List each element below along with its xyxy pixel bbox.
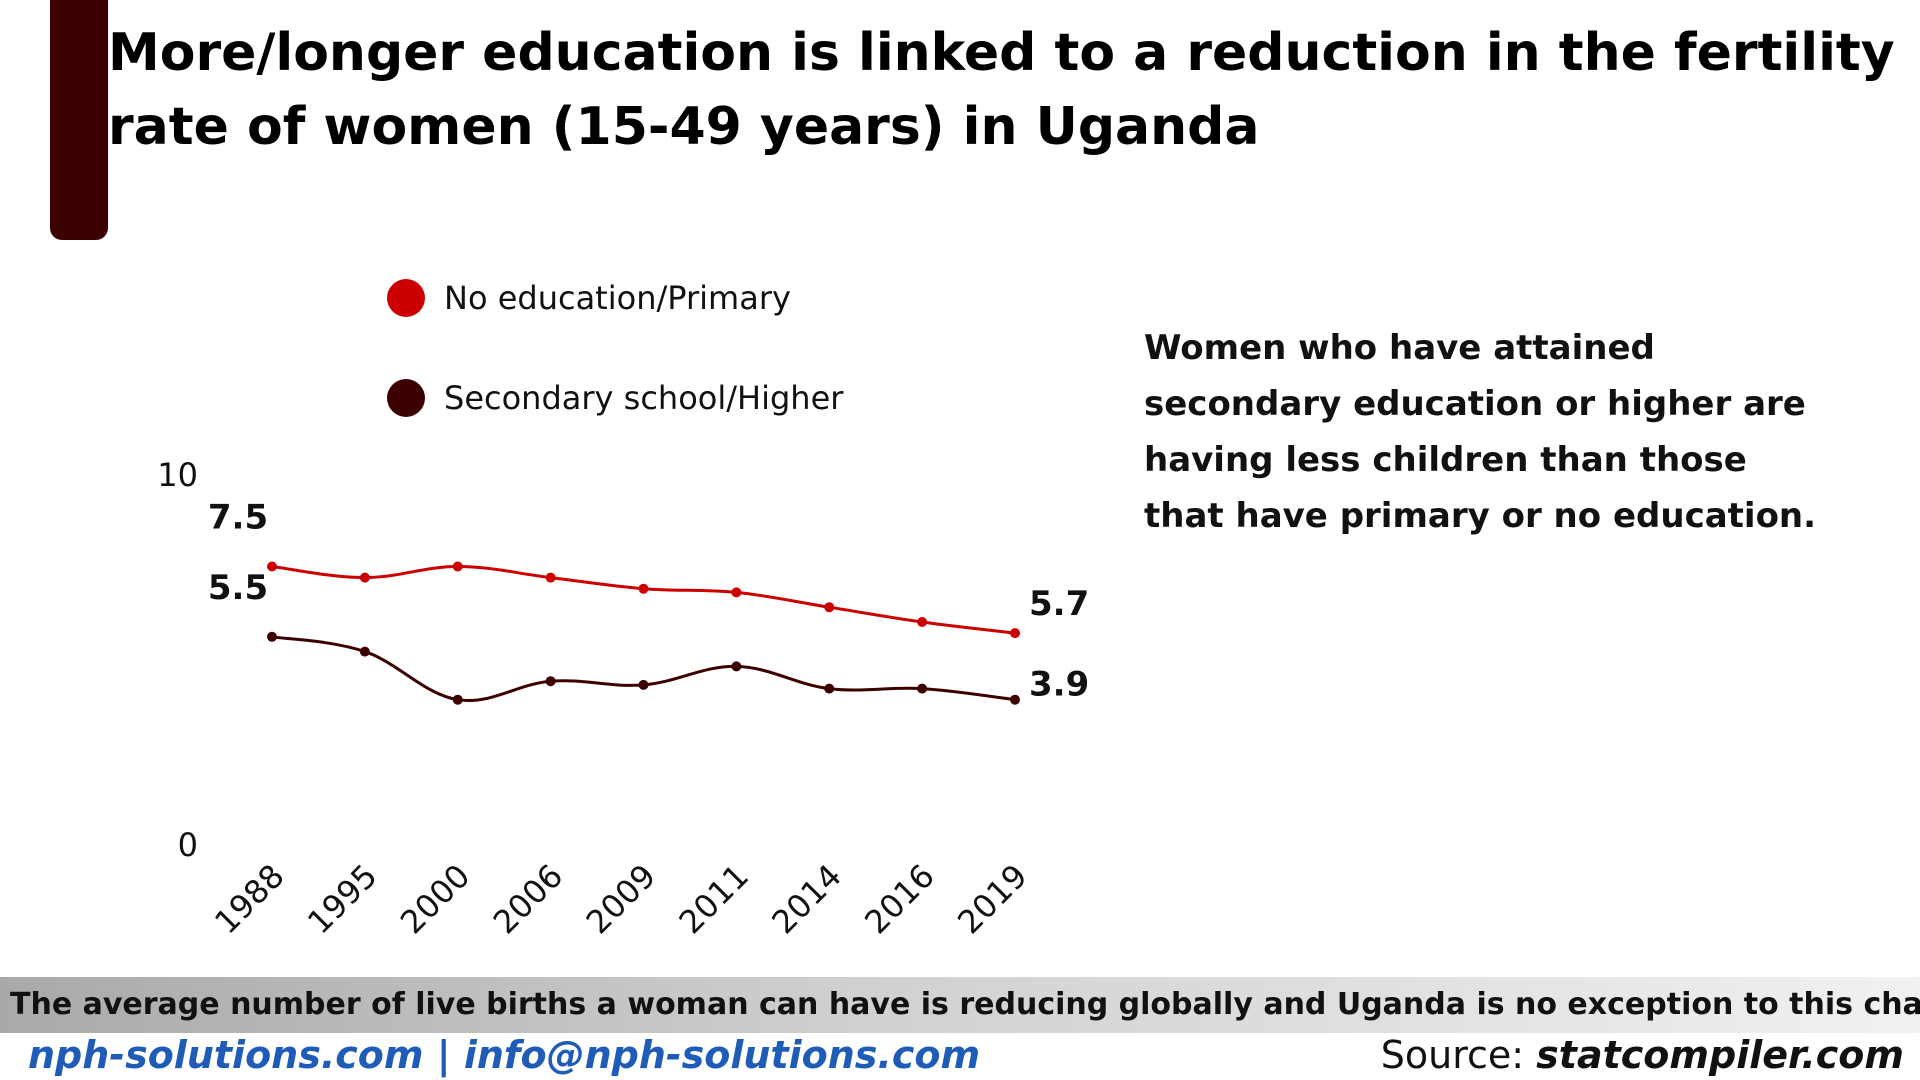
series-point xyxy=(1010,694,1020,705)
data-label-start: 5.5 xyxy=(208,568,268,608)
series-point xyxy=(545,676,556,687)
source-site[interactable]: statcompiler.com xyxy=(1536,1033,1904,1077)
series-point xyxy=(917,683,928,694)
footer-summary: The average number of live births a woma… xyxy=(10,987,1920,1022)
source-label: Source: xyxy=(1380,1033,1537,1077)
y-tick-label: 0 xyxy=(178,826,198,864)
series-point xyxy=(824,683,835,694)
x-tick-label: 2016 xyxy=(857,857,941,941)
series-point xyxy=(267,561,277,572)
y-tick-label: 10 xyxy=(157,456,198,494)
x-tick-label: 2009 xyxy=(579,857,663,941)
series-point xyxy=(824,602,835,613)
series-point xyxy=(638,679,649,690)
chart-data-labels: 7.5 5.7 5.5 3.9 xyxy=(208,498,1089,705)
series-point xyxy=(267,631,277,642)
insight-note: Women who have attained secondary educat… xyxy=(1144,328,1817,536)
series-line xyxy=(271,564,1016,635)
series-point xyxy=(545,572,556,583)
series-point xyxy=(359,572,370,583)
contact-links[interactable]: nph-solutions.com | info@nph-solutions.c… xyxy=(28,1033,981,1077)
x-tick-label: 2006 xyxy=(486,857,570,941)
x-tick-label: 1988 xyxy=(207,857,291,941)
legend-label: Secondary school/Higher xyxy=(444,379,844,417)
data-label-start: 7.5 xyxy=(208,498,268,538)
series-point xyxy=(452,561,463,572)
series-point xyxy=(731,661,742,672)
chart-series xyxy=(267,561,1020,705)
data-label-end: 5.7 xyxy=(1029,584,1089,624)
legend-marker xyxy=(387,379,425,417)
series-line xyxy=(271,635,1016,703)
x-tick-label: 2014 xyxy=(764,857,848,941)
series-point xyxy=(917,617,928,627)
title-accent-bar xyxy=(50,0,108,240)
legend-marker xyxy=(387,279,425,317)
series-point xyxy=(731,587,742,598)
legend-label: No education/Primary xyxy=(444,279,791,317)
x-tick-label: 2000 xyxy=(393,857,477,941)
x-tick-label: 2019 xyxy=(950,857,1034,941)
series-point xyxy=(1010,628,1020,639)
chart-legend: No education/Primary Secondary school/Hig… xyxy=(387,279,844,417)
source-credit: Source: statcompiler.com xyxy=(1381,1032,1904,1078)
series-point xyxy=(359,646,370,657)
series-point xyxy=(638,583,649,594)
x-tick-label: 1995 xyxy=(300,857,384,941)
footer-band xyxy=(0,977,1920,1033)
page-title: More/longer education is linked to a red… xyxy=(108,23,1895,157)
fertility-line-chart: No education/Primary Secondary school/Hig… xyxy=(157,279,1089,941)
series-point xyxy=(452,694,463,705)
x-tick-label: 2011 xyxy=(672,857,756,941)
data-label-end: 3.9 xyxy=(1029,665,1089,705)
